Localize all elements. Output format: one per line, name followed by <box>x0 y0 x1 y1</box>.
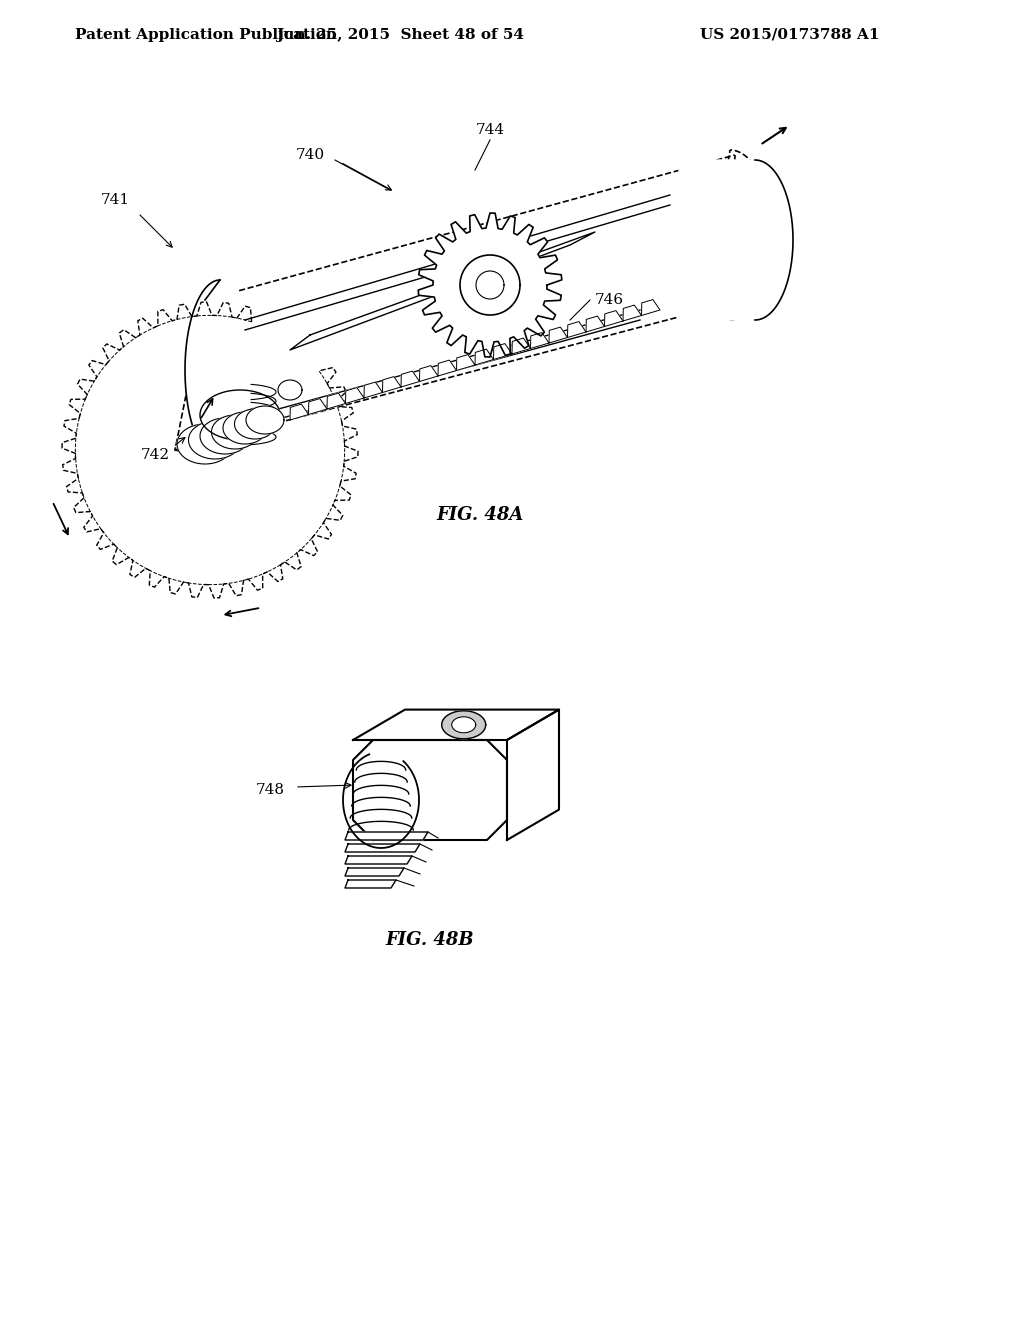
Polygon shape <box>308 399 327 414</box>
Polygon shape <box>567 322 586 338</box>
Polygon shape <box>327 393 345 409</box>
Polygon shape <box>441 710 485 739</box>
Polygon shape <box>494 343 512 359</box>
Polygon shape <box>420 366 438 381</box>
Text: 748: 748 <box>256 783 285 797</box>
Polygon shape <box>345 388 364 404</box>
Text: US 2015/0173788 A1: US 2015/0173788 A1 <box>700 28 880 42</box>
Text: Patent Application Publication: Patent Application Publication <box>75 28 337 42</box>
Polygon shape <box>188 421 242 459</box>
Polygon shape <box>185 280 238 459</box>
Polygon shape <box>475 348 494 366</box>
Polygon shape <box>604 310 623 326</box>
Polygon shape <box>364 381 383 399</box>
Polygon shape <box>290 232 595 350</box>
Polygon shape <box>418 213 562 356</box>
Polygon shape <box>290 404 308 420</box>
Polygon shape <box>246 407 284 434</box>
Polygon shape <box>586 315 604 333</box>
Polygon shape <box>279 380 302 400</box>
Polygon shape <box>345 880 396 888</box>
Text: FIG. 48A: FIG. 48A <box>436 506 523 524</box>
Text: 746: 746 <box>595 293 624 308</box>
Polygon shape <box>212 414 258 449</box>
Polygon shape <box>345 855 412 865</box>
Text: Jun. 25, 2015  Sheet 48 of 54: Jun. 25, 2015 Sheet 48 of 54 <box>276 28 524 42</box>
Polygon shape <box>476 271 504 300</box>
Polygon shape <box>460 255 520 315</box>
Polygon shape <box>345 832 428 840</box>
Text: 744: 744 <box>475 123 505 137</box>
Polygon shape <box>452 717 476 733</box>
Polygon shape <box>512 338 530 354</box>
Polygon shape <box>345 869 404 876</box>
Polygon shape <box>200 389 280 440</box>
Polygon shape <box>679 160 793 319</box>
Polygon shape <box>353 710 559 741</box>
Polygon shape <box>177 424 233 465</box>
Text: FIG. 48B: FIG. 48B <box>386 931 474 949</box>
Polygon shape <box>549 327 567 343</box>
Polygon shape <box>223 412 267 444</box>
Text: 741: 741 <box>100 193 130 207</box>
Polygon shape <box>353 741 507 840</box>
Polygon shape <box>438 360 457 376</box>
Polygon shape <box>234 409 275 440</box>
Polygon shape <box>623 305 641 321</box>
Polygon shape <box>345 843 420 851</box>
Polygon shape <box>457 355 475 371</box>
Polygon shape <box>641 300 660 315</box>
Polygon shape <box>383 376 401 392</box>
Text: 742: 742 <box>140 447 170 462</box>
Text: 740: 740 <box>296 148 325 162</box>
Polygon shape <box>530 333 549 348</box>
Polygon shape <box>200 418 250 454</box>
Polygon shape <box>401 371 420 387</box>
Polygon shape <box>507 710 559 840</box>
